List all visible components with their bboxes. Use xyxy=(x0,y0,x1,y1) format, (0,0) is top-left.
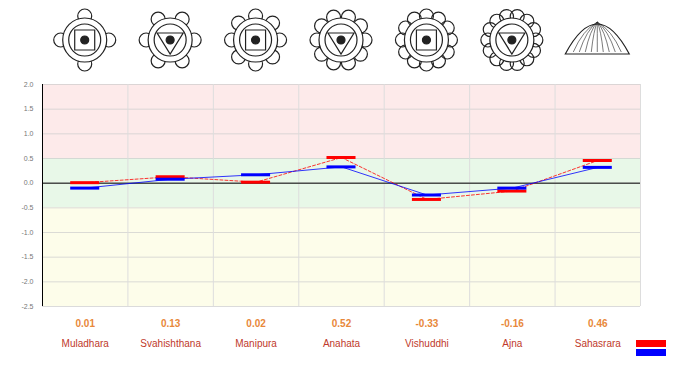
svg-text:0.5: 0.5 xyxy=(24,155,34,162)
svg-text:Sahasrara: Sahasrara xyxy=(575,338,622,349)
svg-text:1.0: 1.0 xyxy=(24,130,34,137)
svg-text:Muladhara: Muladhara xyxy=(62,338,110,349)
svg-text:-0.16: -0.16 xyxy=(501,318,524,329)
svg-text:2.0: 2.0 xyxy=(24,81,34,88)
svg-text:-0.33: -0.33 xyxy=(416,318,439,329)
svg-text:0.0: 0.0 xyxy=(24,179,34,186)
svg-text:0.46: 0.46 xyxy=(588,318,608,329)
svg-text:Svahishthana: Svahishthana xyxy=(140,338,201,349)
svg-text:-1.0: -1.0 xyxy=(21,229,33,236)
svg-text:-2.5: -2.5 xyxy=(21,303,33,310)
svg-text:0.13: 0.13 xyxy=(161,318,181,329)
svg-text:0.52: 0.52 xyxy=(332,318,352,329)
svg-text:-2.0: -2.0 xyxy=(21,278,33,285)
svg-text:1.5: 1.5 xyxy=(24,105,34,112)
svg-text:Vishuddhi: Vishuddhi xyxy=(405,338,449,349)
svg-text:-1.5: -1.5 xyxy=(21,253,33,260)
svg-text:Anahata: Anahata xyxy=(323,338,361,349)
svg-text:Manipura: Manipura xyxy=(235,338,277,349)
svg-text:0.02: 0.02 xyxy=(246,318,266,329)
svg-text:Ajna: Ajna xyxy=(502,338,522,349)
svg-text:-0.5: -0.5 xyxy=(21,204,33,211)
svg-text:0.01: 0.01 xyxy=(75,318,95,329)
